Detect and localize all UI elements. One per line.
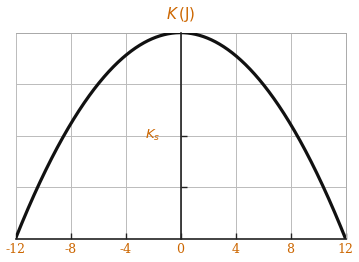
Text: $K\,\mathrm{(J)}$: $K\,\mathrm{(J)}$ bbox=[166, 6, 195, 24]
Text: $K_s$: $K_s$ bbox=[145, 128, 161, 143]
